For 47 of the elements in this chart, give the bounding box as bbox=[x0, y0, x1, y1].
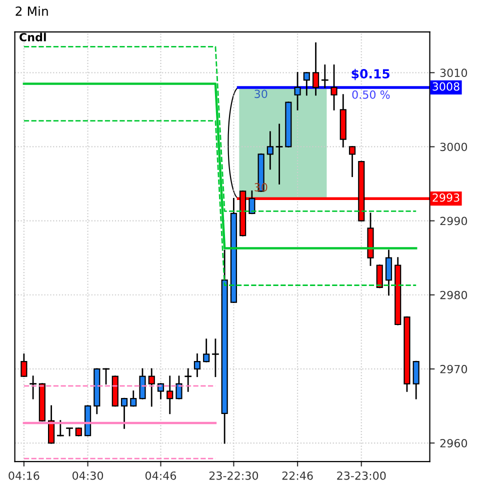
candlestick bbox=[176, 376, 182, 400]
y-tick-label: 2960 bbox=[440, 438, 468, 448]
candlestick bbox=[30, 376, 36, 400]
candlestick bbox=[294, 72, 301, 110]
annotation: $0.15 bbox=[352, 68, 390, 80]
annotation: 30 bbox=[254, 90, 268, 98]
candlestick bbox=[130, 390, 137, 407]
x-tick-label: 23-23:00 bbox=[337, 471, 386, 480]
x-tick-label: 23-22:30 bbox=[209, 471, 258, 480]
candlestick bbox=[166, 376, 174, 414]
candlestick bbox=[412, 360, 420, 400]
y-tick-label: 3000 bbox=[440, 142, 468, 152]
candlestick bbox=[184, 368, 192, 392]
candlestick bbox=[48, 405, 55, 444]
y-tick-label: 2990 bbox=[440, 216, 468, 226]
candlestick bbox=[330, 64, 338, 110]
candlestick bbox=[303, 72, 310, 96]
candlestick bbox=[120, 398, 128, 429]
y-tick-label: 2980 bbox=[440, 290, 468, 300]
candlestick bbox=[148, 368, 155, 407]
ref-line-label: 2993 bbox=[432, 193, 460, 202]
candlestick bbox=[266, 131, 274, 170]
candlestick bbox=[321, 64, 328, 88]
chart-title: 2 Min bbox=[16, 6, 48, 16]
candlestick bbox=[248, 190, 256, 214]
candlestick bbox=[20, 353, 28, 378]
annotation: Cndl bbox=[20, 32, 46, 42]
candlestick bbox=[157, 383, 164, 400]
candlestick bbox=[203, 338, 210, 362]
candlestick bbox=[276, 124, 283, 184]
candlestick bbox=[139, 368, 146, 400]
annotation: 30 bbox=[254, 183, 268, 192]
candlestick bbox=[385, 250, 392, 296]
candlestick bbox=[212, 338, 219, 378]
x-tick-label: 04:30 bbox=[72, 471, 104, 480]
x-tick-label: 04:16 bbox=[8, 471, 40, 480]
x-tick-label: 04:46 bbox=[145, 471, 176, 480]
candlestick bbox=[348, 146, 356, 178]
y-tick-label: 3010 bbox=[440, 68, 468, 78]
candlestick bbox=[56, 420, 64, 436]
annotation: 0.50 % bbox=[352, 90, 390, 99]
x-tick-label: 22:46 bbox=[282, 471, 313, 480]
candlestick bbox=[312, 42, 320, 96]
candlestick bbox=[194, 353, 201, 378]
y-tick-label: 2970 bbox=[440, 364, 468, 374]
candlestick bbox=[102, 368, 110, 384]
ref-line-label: 3008 bbox=[432, 82, 460, 91]
